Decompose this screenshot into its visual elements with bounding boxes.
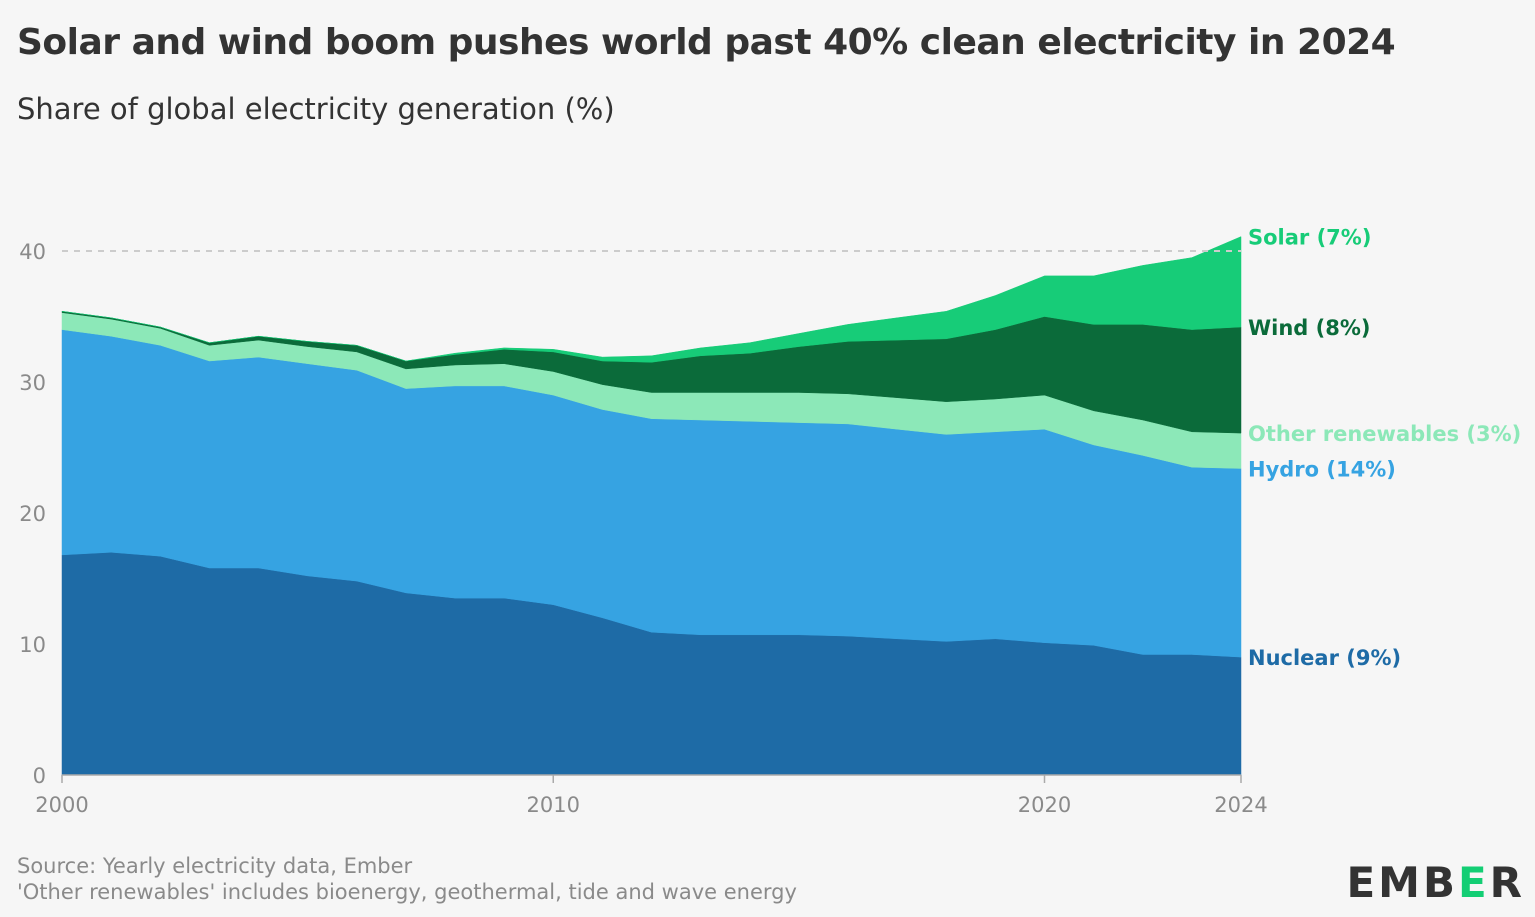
ember-logo: EMBER	[1346, 858, 1525, 907]
x-tick-label: 2020	[1018, 793, 1071, 817]
series-label-nuclear: Nuclear (9%)	[1248, 646, 1401, 670]
x-tick-label: 2010	[527, 793, 580, 817]
y-tick-label: 0	[33, 764, 46, 788]
y-tick-label: 20	[19, 502, 46, 526]
logo-accent: E	[1457, 858, 1490, 907]
series-label-other: Other renewables (3%)	[1248, 422, 1521, 446]
logo-suffix: R	[1489, 858, 1525, 907]
logo-prefix: EMB	[1346, 858, 1458, 907]
x-tick-label: 2000	[35, 793, 88, 817]
definition-note: 'Other renewables' includes bioenergy, g…	[17, 880, 797, 904]
area-solar	[61, 236, 1242, 363]
series-label-solar: Solar (7%)	[1248, 226, 1371, 250]
chart-footer: Source: Yearly electricity data, Ember '…	[17, 853, 797, 905]
x-tick-label: 2024	[1214, 793, 1267, 817]
series-label-wind: Wind (8%)	[1248, 316, 1371, 340]
y-tick-label: 10	[19, 633, 46, 657]
y-tick-label: 30	[19, 371, 46, 395]
series-label-hydro: Hydro (14%)	[1248, 457, 1396, 481]
source-note: Source: Yearly electricity data, Ember	[17, 854, 413, 878]
chart-title: Solar and wind boom pushes world past 40…	[17, 22, 1396, 63]
y-tick-label: 40	[19, 240, 46, 264]
chart-subtitle: Share of global electricity generation (…	[17, 92, 615, 126]
